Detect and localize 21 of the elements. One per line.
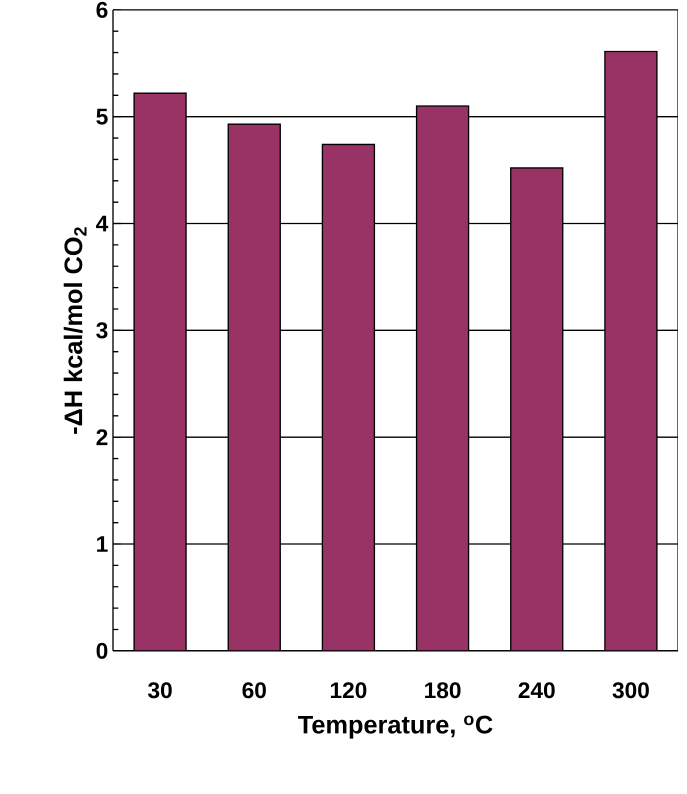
y-tick-label: 2 (96, 429, 108, 446)
x-tick-label: 300 (612, 682, 649, 698)
x-tick-label: 180 (425, 682, 461, 698)
y-tick-label: 6 (96, 2, 108, 18)
y-tick-label: 3 (96, 322, 108, 338)
y-axis-title: -ΔH kcal/mol CO$_{2}$ (64, 227, 87, 434)
x-tick-label: 240 (518, 682, 555, 698)
x-axis-title: Temperature, $^{o}$C (298, 715, 493, 739)
bar (416, 105, 470, 651)
y-tick-label: 4 (96, 216, 108, 232)
bar (510, 167, 564, 651)
bar (322, 144, 376, 651)
bar (228, 123, 281, 651)
y-tick-label: 1 (97, 536, 108, 552)
bar (133, 92, 187, 651)
y-tick-label: 0 (96, 642, 108, 659)
x-tick-label: 120 (330, 682, 366, 698)
bar (604, 50, 658, 651)
x-tick-label: 60 (242, 682, 266, 698)
x-tick-label: 30 (148, 682, 172, 698)
y-tick-label: 5 (96, 108, 108, 125)
